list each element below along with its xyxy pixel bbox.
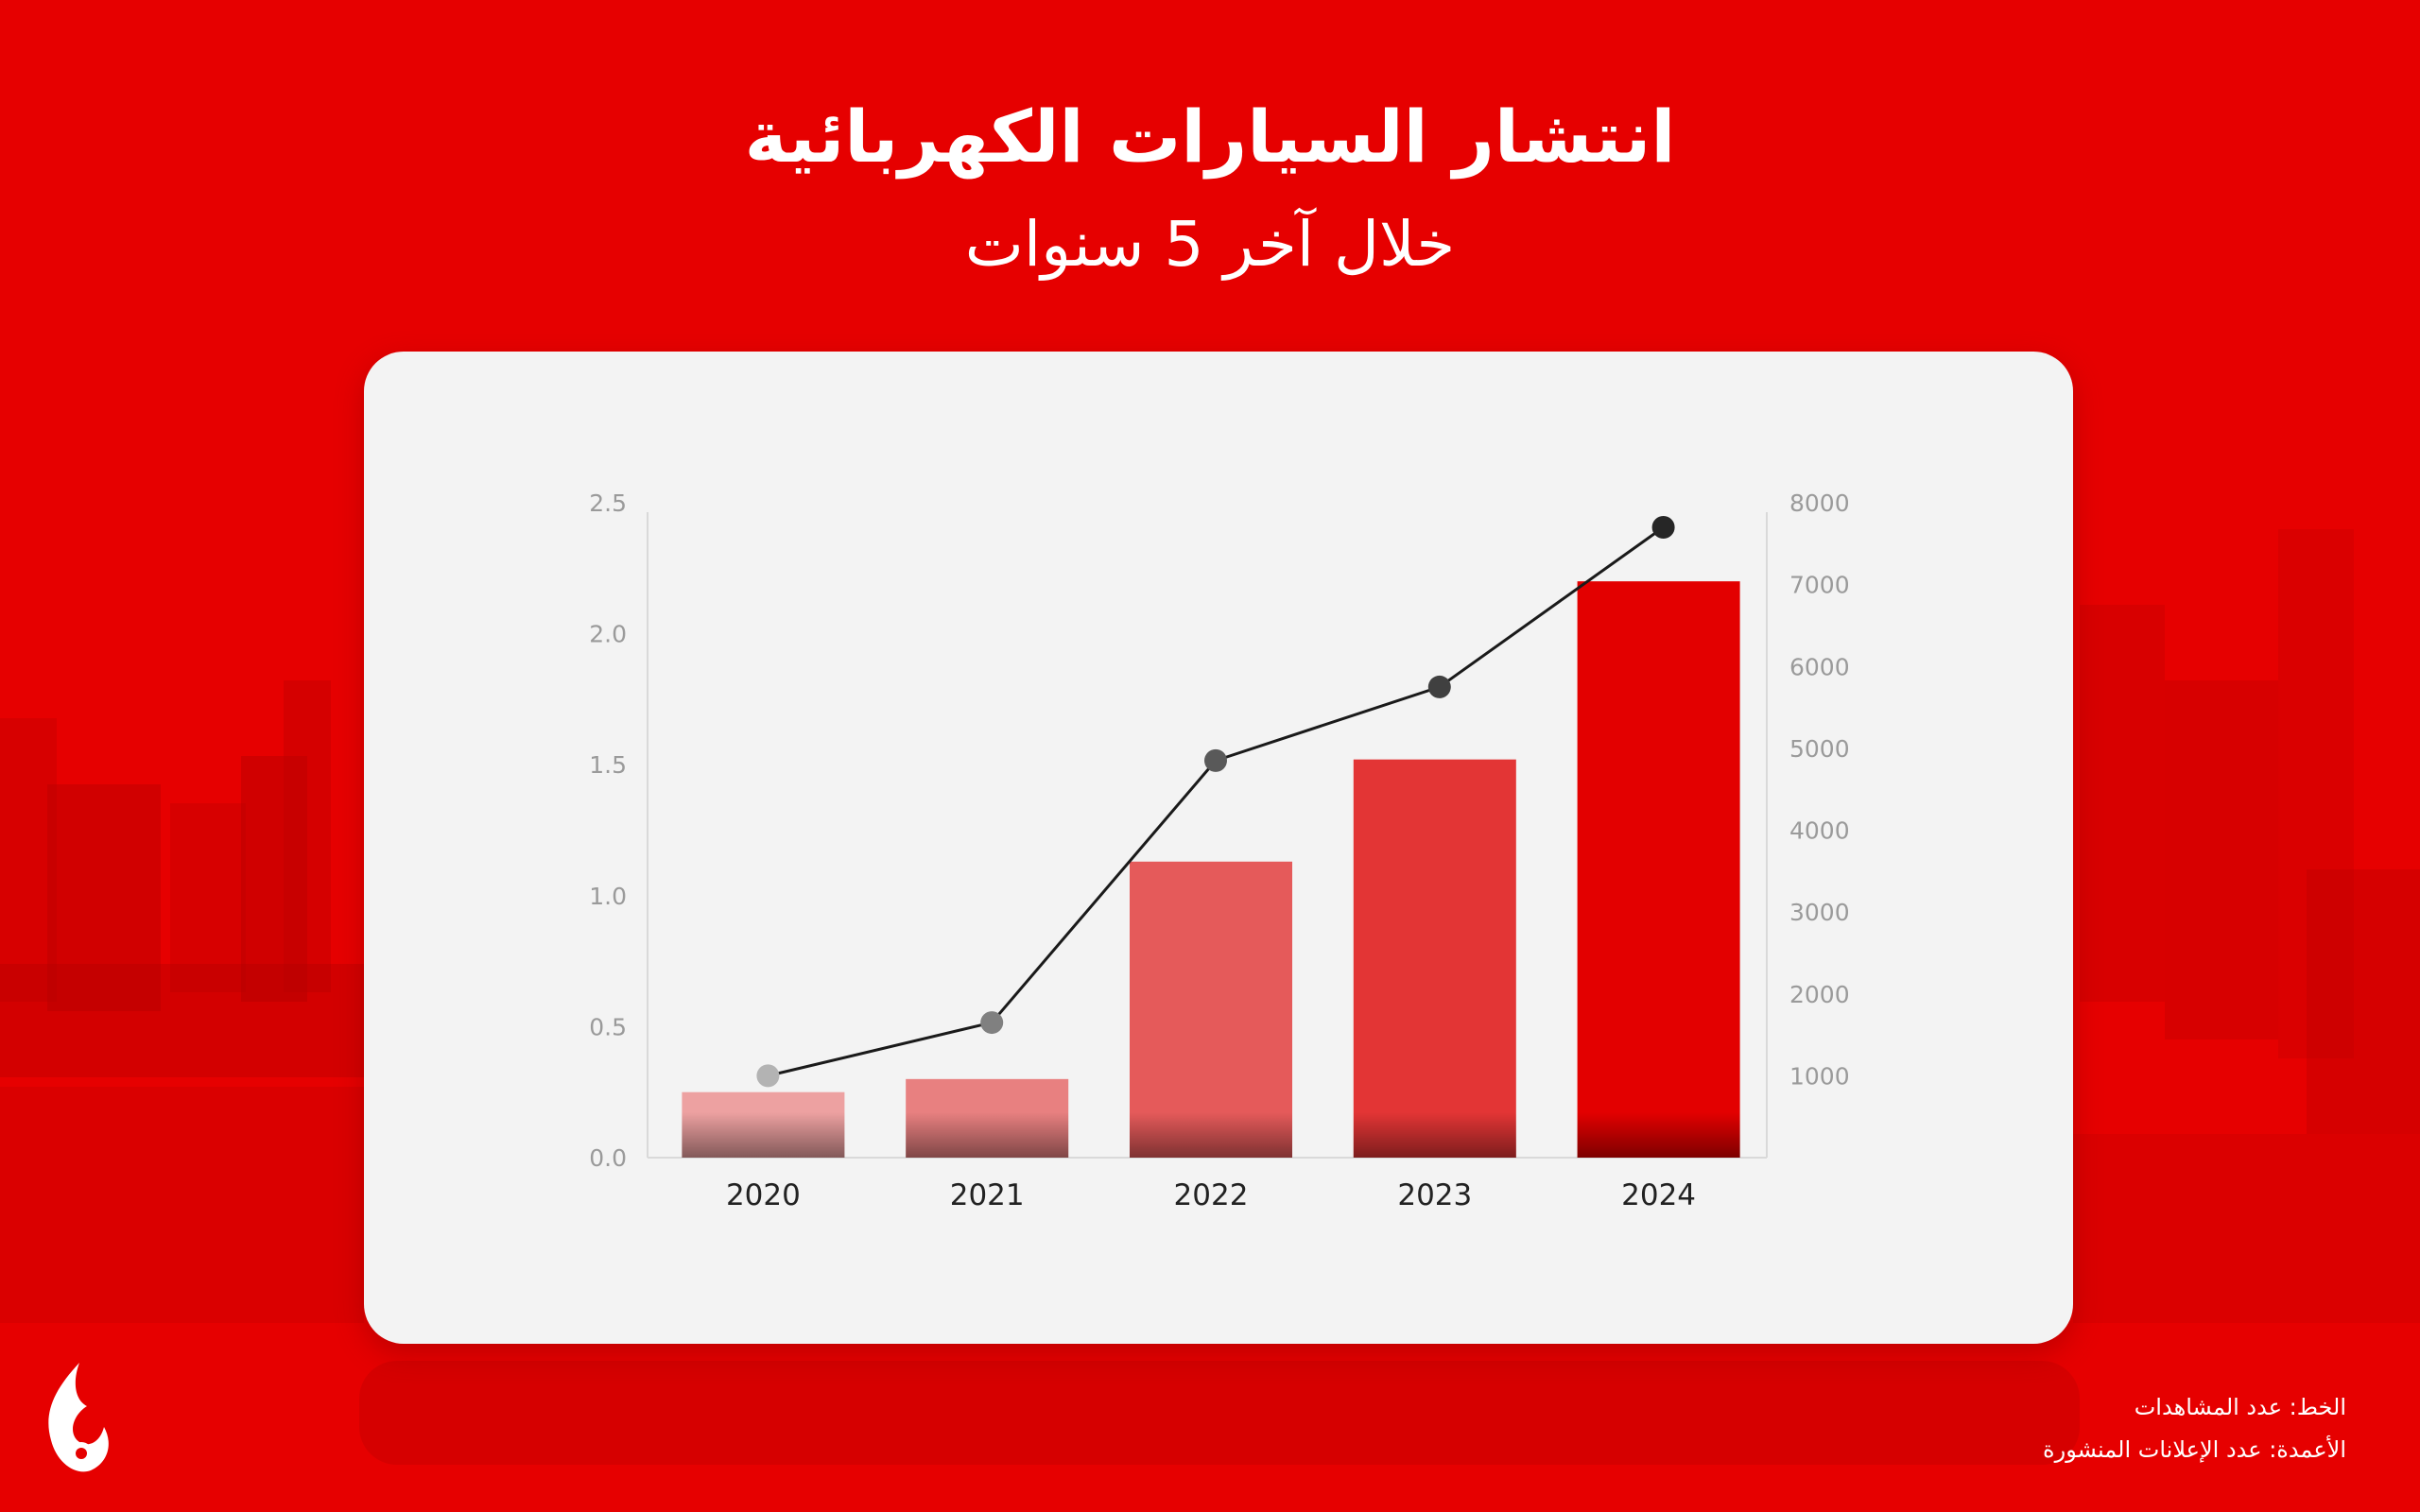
- page-subtitle: خلال آخر 5 سنوات: [964, 208, 1456, 281]
- bar-shade-2020: [682, 1112, 845, 1158]
- line-point-2020: [756, 1064, 780, 1088]
- y-right-tick-label: 7000: [1789, 572, 1850, 599]
- y-left-tick-label: 1.0: [589, 883, 627, 910]
- y-right-tick-label: 2000: [1789, 981, 1850, 1008]
- y-left-tick-label: 1.5: [589, 751, 627, 779]
- y-right-tick-label: 3000: [1789, 899, 1850, 926]
- legend-bars-label: الأعمدة: عدد الإعلانات المنشورة: [2043, 1436, 2346, 1463]
- bar-2024: [1577, 581, 1740, 1158]
- bar-shade-2022: [1130, 1112, 1292, 1158]
- line-point-2023: [1427, 675, 1451, 698]
- bar-series: [682, 581, 1740, 1158]
- x-tick-label-2024: 2024: [1621, 1178, 1696, 1212]
- x-tick-label-2022: 2022: [1174, 1178, 1249, 1212]
- bar-shade-2021: [906, 1112, 1069, 1158]
- y-right-tick-label: 6000: [1789, 653, 1850, 680]
- y-left-tick-label: 2.5: [589, 490, 627, 517]
- bar-shade-2023: [1353, 1112, 1516, 1158]
- y-right-tick-label: 4000: [1789, 817, 1850, 845]
- x-tick-label-2023: 2023: [1397, 1178, 1472, 1212]
- combo-chart: 0.0 0.5 1.0 1.5 2.0 2.5 1000 2000 3000 4000 5000 60…: [589, 490, 1849, 1212]
- line-point-2024: [1651, 515, 1675, 539]
- bar-2022: [1130, 861, 1292, 1158]
- y-left-tick-label: 0.5: [589, 1013, 627, 1040]
- tick-labels: 0.0 0.5 1.0 1.5 2.0 2.5 1000 2000 3000 4000 5000 60…: [589, 490, 1849, 1212]
- bar-shade-2024: [1577, 1112, 1740, 1158]
- page-title: انتشار السيارات الكهربائية: [744, 94, 1676, 179]
- x-tick-label-2020: 2020: [726, 1178, 801, 1212]
- y-right-tick-label: 1000: [1789, 1062, 1850, 1090]
- chart-card: 0.0 0.5 1.0 1.5 2.0 2.5 1000 2000 3000 4000 5000 60…: [364, 352, 2073, 1344]
- line-point-2022: [1204, 748, 1227, 772]
- line-point-2021: [980, 1011, 1004, 1035]
- bar-2023: [1353, 759, 1516, 1158]
- line-series: [756, 515, 1675, 1088]
- flame-logo-icon: [48, 1363, 109, 1472]
- x-tick-label-2021: 2021: [950, 1178, 1025, 1212]
- bar-shading: [682, 1112, 1740, 1158]
- legend-line-label: الخط: عدد المشاهدات: [2134, 1394, 2346, 1420]
- y-right-tick-label: 8000: [1789, 490, 1850, 517]
- y-right-tick-label: 5000: [1789, 735, 1850, 763]
- y-left-tick-label: 0.0: [589, 1144, 627, 1172]
- y-left-tick-label: 2.0: [589, 621, 627, 648]
